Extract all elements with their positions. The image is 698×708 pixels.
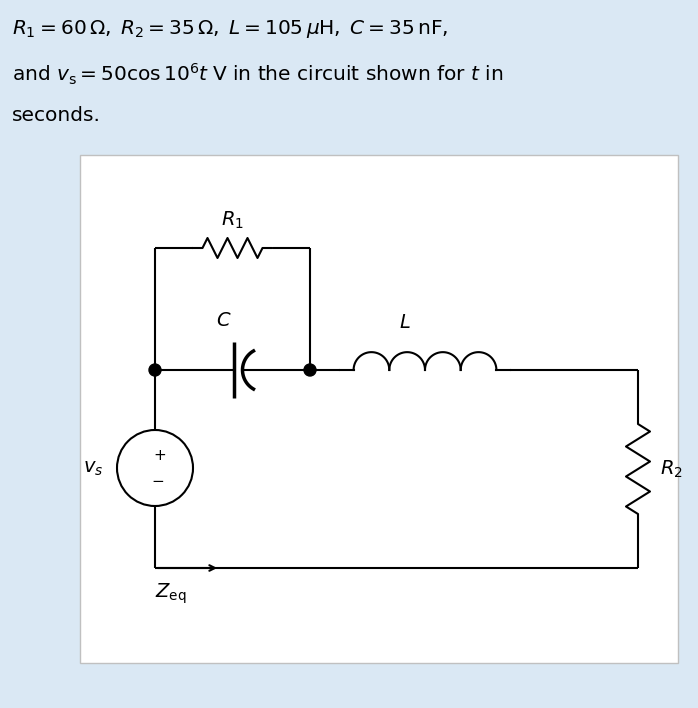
Text: +: + — [154, 448, 166, 464]
Circle shape — [304, 364, 316, 376]
Text: $R_1 = 60\,\Omega,\; R_2 = 35\,\Omega,\; L = 105\,\mu\mathrm{H},\; C = 35\,\math: $R_1 = 60\,\Omega,\; R_2 = 35\,\Omega,\;… — [12, 18, 448, 40]
Text: $L$: $L$ — [399, 313, 411, 332]
Text: seconds.: seconds. — [12, 106, 101, 125]
Text: $Z_{\mathrm{eq}}$: $Z_{\mathrm{eq}}$ — [155, 582, 186, 607]
Text: and $v_\mathrm{s} = 50\cos 10^6 t\;\mathrm{V}$ in the circuit shown for $t$ in: and $v_\mathrm{s} = 50\cos 10^6 t\;\math… — [12, 62, 503, 87]
Text: −: − — [151, 474, 164, 489]
Circle shape — [149, 364, 161, 376]
Text: $C$: $C$ — [216, 311, 232, 330]
Text: $v_s$: $v_s$ — [82, 459, 103, 477]
Text: $R_2$: $R_2$ — [660, 458, 683, 479]
FancyBboxPatch shape — [80, 155, 678, 663]
Text: $R_1$: $R_1$ — [221, 210, 244, 232]
